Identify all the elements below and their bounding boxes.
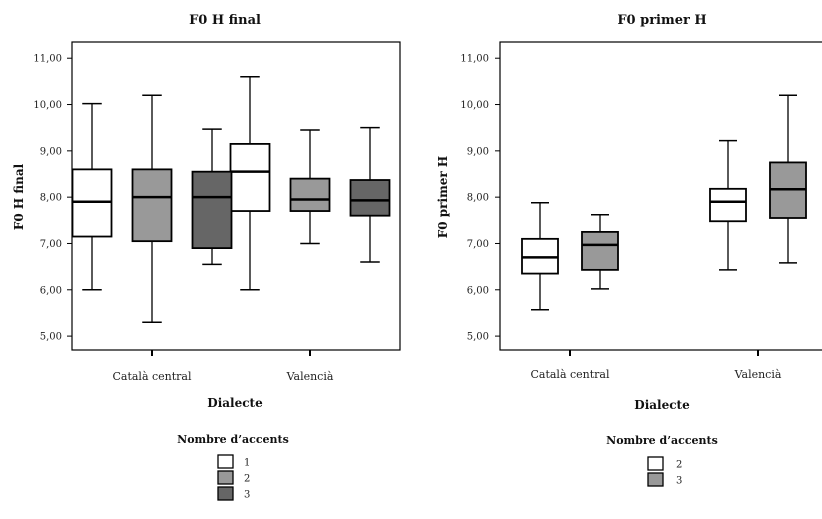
chart1-box-3-0 <box>191 128 233 266</box>
chart1-box-2-0 <box>131 94 173 323</box>
chart1-xtick-label: Valencià <box>286 370 334 383</box>
chart2-plot-frame <box>499 41 822 351</box>
chart1-iqr-box <box>289 177 331 212</box>
chart1-legend-label: 3 <box>244 490 250 501</box>
chart1-iqr-box <box>131 168 173 243</box>
chart1-legend-title: Nombre d’accents <box>177 433 289 446</box>
chart2-iqr-box <box>581 230 619 271</box>
chart1-legend-swatch <box>217 454 234 469</box>
chart1-ylabel: F0 H final <box>12 163 26 230</box>
chart2-box-3-1 <box>769 94 807 264</box>
chart1-legend-swatch <box>217 470 234 485</box>
chart2-legend-label: 3 <box>676 476 682 487</box>
chart2-legend-swatch <box>647 472 664 487</box>
chart2-ytick-label: 11,00 <box>460 54 489 65</box>
chart2-ytick-label: 10,00 <box>460 100 489 111</box>
chart2-box-3-0 <box>581 214 619 290</box>
chart1-ytick-label: 6,00 <box>40 285 62 296</box>
chart1-ytick-label: 8,00 <box>40 193 62 204</box>
chart2-ytick-label: 8,00 <box>467 193 489 204</box>
chart1-iqr-box <box>349 179 391 217</box>
chart2-legend-title: Nombre d’accents <box>606 434 718 447</box>
chart1-box-1-0 <box>71 102 113 291</box>
chart2-ytick-label: 9,00 <box>467 146 489 157</box>
chart1-iqr-box <box>191 170 233 250</box>
chart1-legend-label: 1 <box>244 458 250 469</box>
chart2-ytick-label: 6,00 <box>467 285 489 296</box>
chart1-xlabel: Dialecte <box>207 396 263 410</box>
chart2-title: F0 primer H <box>617 13 706 28</box>
chart2-box-2-1 <box>709 139 747 271</box>
chart2-iqr-box <box>709 187 747 223</box>
chart2-ytick-label: 7,00 <box>467 239 489 250</box>
chart1-legend-label: 2 <box>244 474 250 485</box>
chart1-ytick-label: 11,00 <box>33 54 62 65</box>
chart1-legend-swatch <box>217 486 234 501</box>
chart1-box-3-1 <box>349 126 391 263</box>
chart2-box-2-0 <box>521 201 559 311</box>
chart1-xtick-label: Català central <box>112 370 192 383</box>
chart1-iqr-box <box>229 142 271 212</box>
chart2-ytick-label: 5,00 <box>467 332 489 343</box>
chart1-ytick-label: 7,00 <box>40 239 62 250</box>
chart1-ytick-label: 5,00 <box>40 332 62 343</box>
chart1-ytick-label: 10,00 <box>33 100 62 111</box>
chart1-ytick-label: 9,00 <box>40 146 62 157</box>
chart2-legend-swatch <box>647 456 664 471</box>
chart1-title: F0 H final <box>189 13 261 28</box>
chart2-ylabel: F0 primer H <box>436 156 450 239</box>
chart2-legend-label: 2 <box>676 460 682 471</box>
chart1-box-1-1 <box>229 75 271 291</box>
chart2-xtick-label: Valencià <box>734 368 782 381</box>
chart2-xlabel: Dialecte <box>634 398 690 412</box>
chart1-box-2-1 <box>289 129 331 245</box>
chart2-xtick-label: Català central <box>530 368 610 381</box>
